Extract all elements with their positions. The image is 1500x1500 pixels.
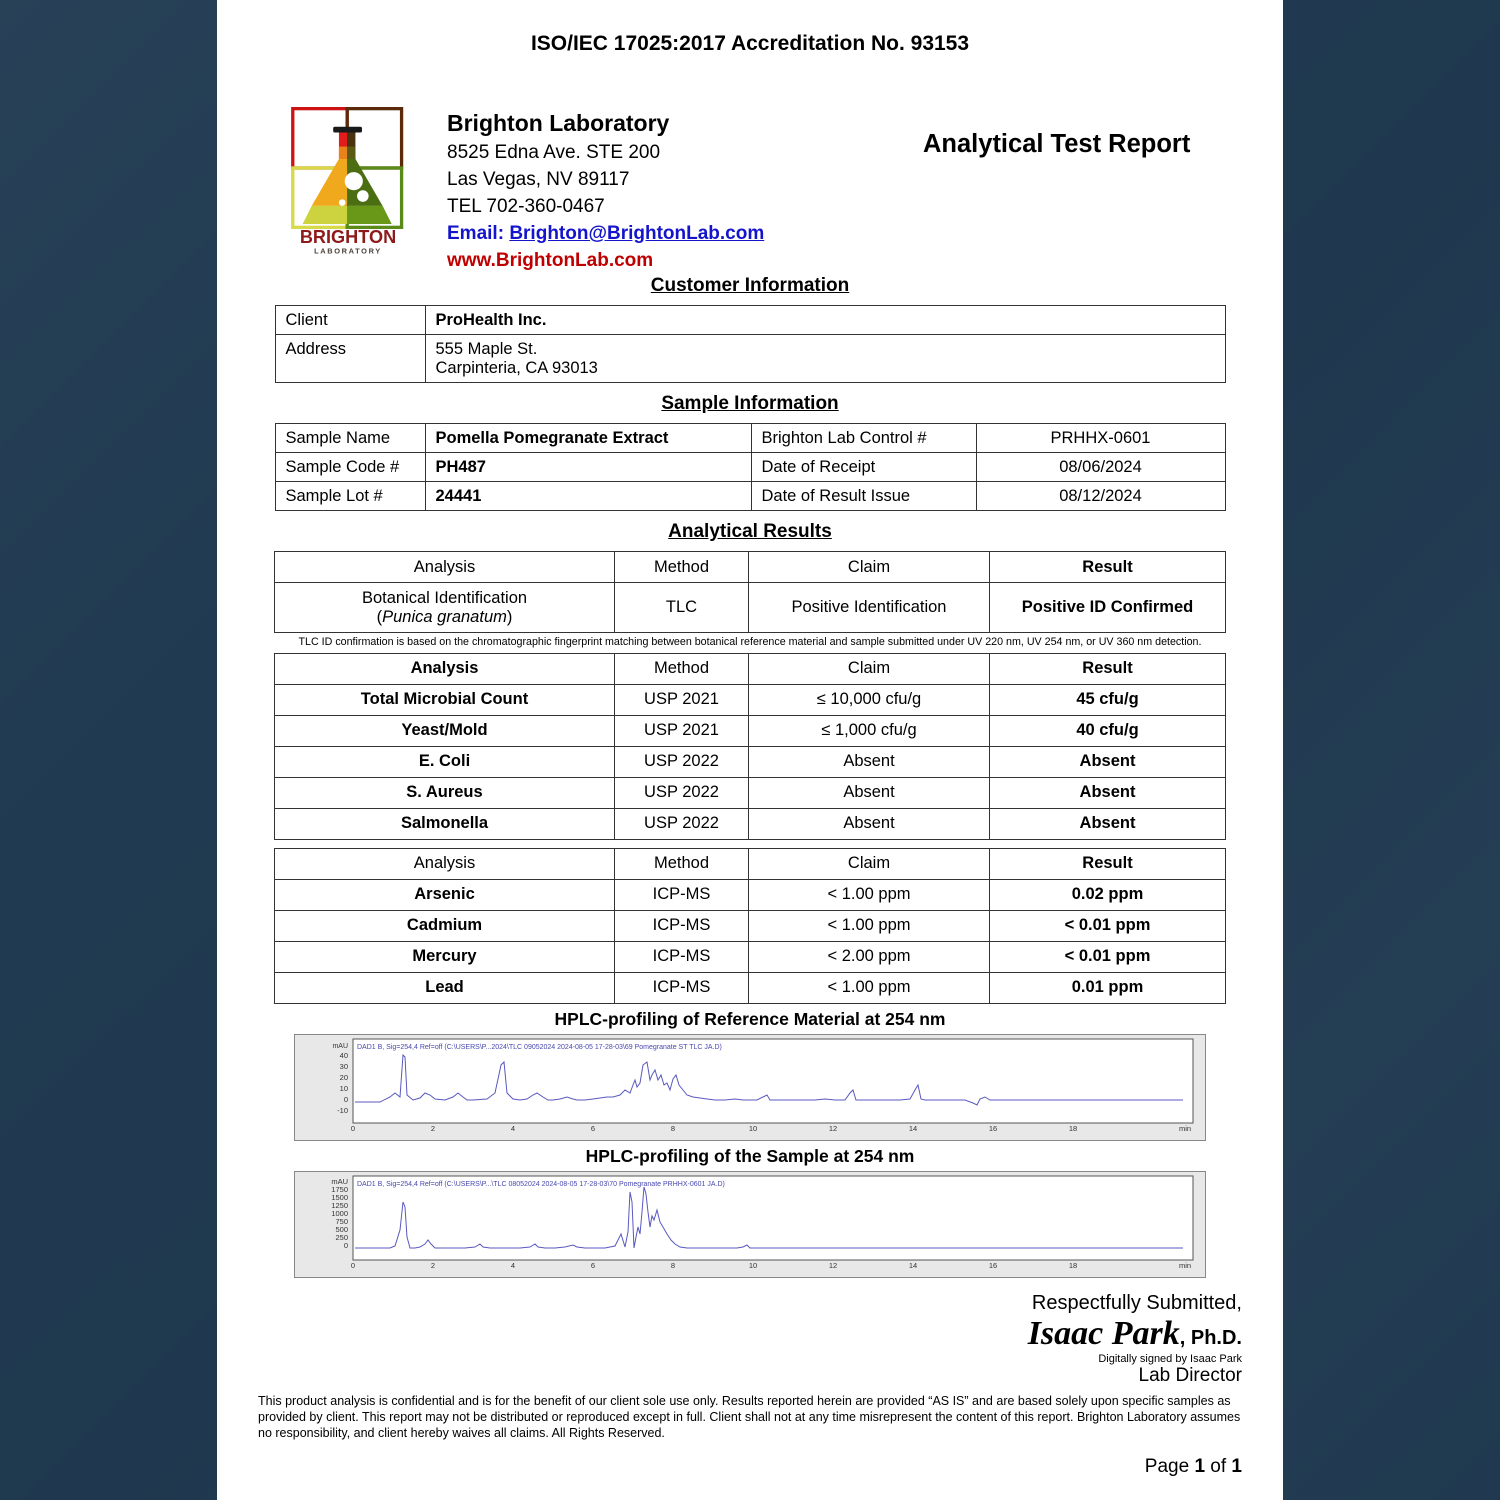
- svg-text:30: 30: [340, 1062, 348, 1071]
- svg-text:mAU: mAU: [332, 1043, 348, 1050]
- svg-text:10: 10: [749, 1124, 757, 1133]
- svg-text:-10: -10: [337, 1106, 348, 1115]
- svg-text:0: 0: [344, 1095, 348, 1104]
- svg-text:2: 2: [431, 1124, 435, 1133]
- svg-text:16: 16: [989, 1124, 997, 1133]
- svg-text:2: 2: [431, 1261, 435, 1270]
- svg-text:LABORATORY: LABORATORY: [314, 247, 382, 256]
- svg-text:min: min: [1179, 1261, 1191, 1270]
- svg-text:6: 6: [591, 1261, 595, 1270]
- svg-text:20: 20: [340, 1073, 348, 1082]
- svg-text:14: 14: [909, 1261, 917, 1270]
- svg-text:0: 0: [344, 1241, 348, 1250]
- svg-text:14: 14: [909, 1124, 917, 1133]
- svg-text:10: 10: [340, 1084, 348, 1093]
- svg-text:18: 18: [1069, 1261, 1077, 1270]
- svg-text:40: 40: [340, 1051, 348, 1060]
- svg-text:4: 4: [511, 1261, 515, 1270]
- svg-text:DAD1 B, Sig=254,4 Ref=off (C:\: DAD1 B, Sig=254,4 Ref=off (C:\USERS\P...…: [357, 1181, 725, 1188]
- svg-text:0: 0: [351, 1124, 355, 1133]
- svg-text:DAD1 B, Sig=254,4 Ref=off (C:\: DAD1 B, Sig=254,4 Ref=off (C:\USERS\P...…: [357, 1044, 722, 1051]
- svg-text:18: 18: [1069, 1124, 1077, 1133]
- svg-text:4: 4: [511, 1124, 515, 1133]
- svg-text:16: 16: [989, 1261, 997, 1270]
- svg-text:10: 10: [749, 1261, 757, 1270]
- svg-text:6: 6: [591, 1124, 595, 1133]
- svg-text:12: 12: [829, 1261, 837, 1270]
- svg-text:min: min: [1179, 1124, 1191, 1133]
- svg-text:8: 8: [671, 1261, 675, 1270]
- svg-text:BRIGHTON: BRIGHTON: [300, 227, 396, 247]
- svg-text:12: 12: [829, 1124, 837, 1133]
- svg-text:0: 0: [351, 1261, 355, 1270]
- svg-text:8: 8: [671, 1124, 675, 1133]
